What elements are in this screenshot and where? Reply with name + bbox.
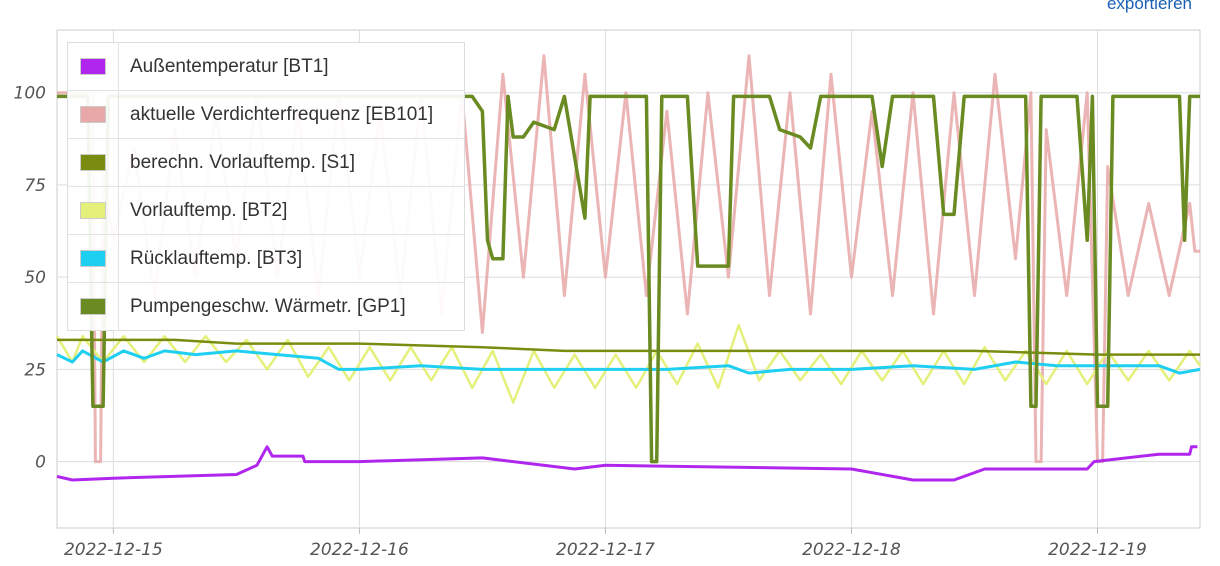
- legend-swatch: [80, 202, 106, 219]
- y-tick-label: 100: [14, 84, 46, 104]
- legend-label: berechn. Vorlauftemp. [S1]: [130, 151, 355, 173]
- legend-swatch-cell: [68, 283, 119, 330]
- legend-swatch-cell: [68, 91, 119, 138]
- legend-item[interactable]: berechn. Vorlauftemp. [S1]: [68, 139, 464, 187]
- y-tick-label: 0: [35, 453, 46, 473]
- x-tick-label: 2022-12-15: [64, 540, 163, 560]
- plot-frame: [56, 29, 1201, 529]
- legend-swatch: [80, 106, 106, 123]
- x-tick-label: 2022-12-18: [802, 540, 901, 560]
- y-tick-label: 75: [24, 176, 46, 196]
- series-line-r-cklauftemp-bt3: [56, 349, 1201, 375]
- legend-item[interactable]: aktuelle Verdichterfrequenz [EB101]: [68, 91, 464, 139]
- legend-swatch: [80, 298, 106, 315]
- series-line-berechn-vorlauftemp-s1: [57, 338, 1200, 356]
- legend-label: Pumpengeschw. Wärmetr. [GP1]: [130, 295, 406, 317]
- chart-axes: 0 25 50 75 100 2022-12-15 2022-12-16 2022-12-17…: [14, 84, 1147, 560]
- series-line-au-entemperatur-bt1: [56, 445, 1198, 482]
- legend-item[interactable]: Außentemperatur [BT1]: [68, 43, 464, 91]
- legend-label: Außentemperatur [BT1]: [130, 55, 329, 77]
- legend-swatch-cell: [68, 43, 119, 90]
- x-tick-label: 2022-12-17: [556, 540, 655, 560]
- x-tick-label: 2022-12-16: [310, 540, 409, 560]
- legend-swatch-cell: [68, 139, 119, 186]
- legend-item[interactable]: Rücklauftemp. [BT3]: [68, 235, 464, 283]
- legend-swatch: [80, 250, 106, 267]
- legend-swatch: [80, 58, 106, 75]
- legend-item[interactable]: Pumpengeschw. Wärmetr. [GP1]: [68, 283, 464, 330]
- chart-legend: Außentemperatur [BT1] aktuelle Verdichter…: [67, 42, 465, 331]
- legend-label: Rücklauftemp. [BT3]: [130, 247, 303, 269]
- legend-label: Vorlauftemp. [BT2]: [130, 199, 288, 221]
- legend-swatch: [80, 154, 106, 171]
- x-tick-label: 2022-12-19: [1048, 540, 1147, 560]
- series-line-pumpengeschw-w-rmetr-gp1: [57, 94, 1200, 464]
- y-tick-label: 50: [24, 268, 46, 288]
- export-link[interactable]: exportieren: [1106, 0, 1192, 13]
- legend-swatch-cell: [68, 235, 119, 282]
- legend-swatch-cell: [68, 187, 119, 234]
- legend-item[interactable]: Vorlauftemp. [BT2]: [68, 187, 464, 235]
- legend-label: aktuelle Verdichterfrequenz [EB101]: [130, 103, 434, 125]
- y-tick-label: 25: [24, 360, 46, 380]
